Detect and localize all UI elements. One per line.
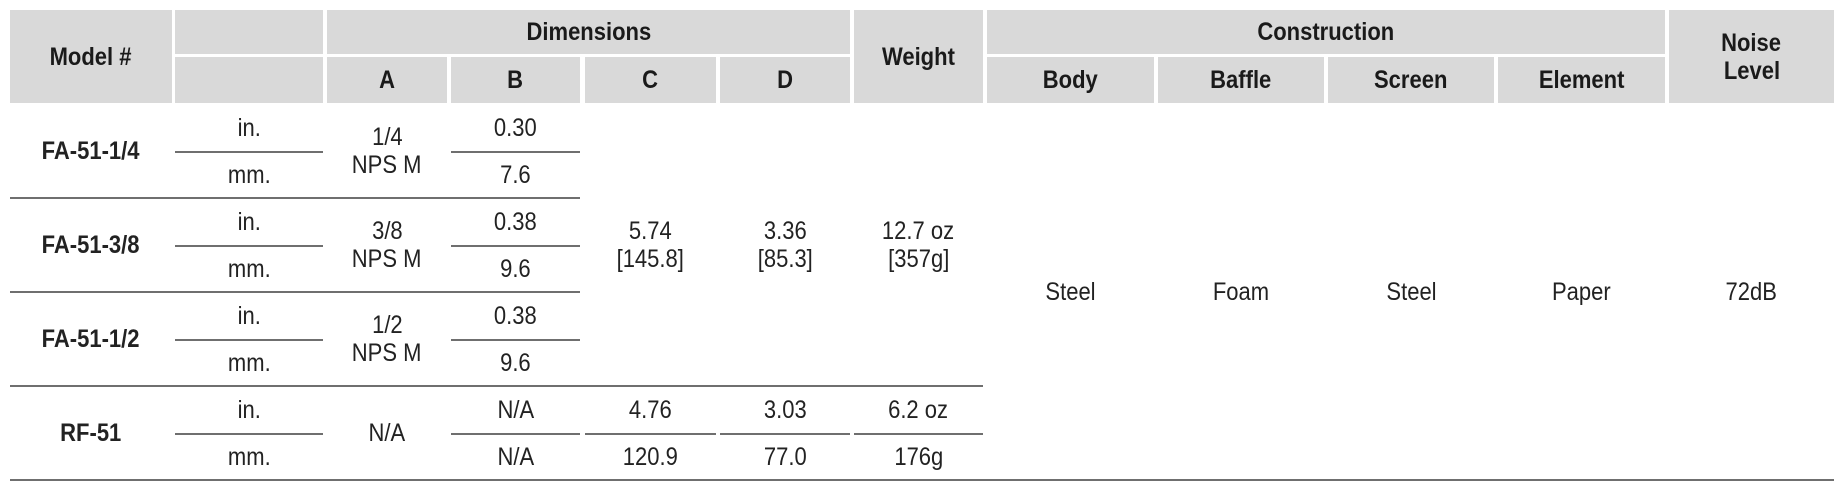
row-divider (451, 339, 580, 341)
row-divider (854, 433, 983, 435)
header-screen: Screen (1328, 57, 1494, 103)
header-model: Model # (10, 10, 172, 103)
unit-in: in. (237, 302, 261, 330)
dim-b-mm: 7.6 (500, 161, 531, 189)
row-divider (175, 339, 323, 341)
row-divider (451, 151, 580, 153)
model-fa-51-1-2: FA-51-1/2 (42, 325, 140, 353)
row-divider (451, 245, 580, 247)
weight-in: 6.2 oz (888, 396, 949, 424)
header-dim-b: B (451, 57, 580, 103)
header-noise-level: Noise Level (1669, 10, 1834, 103)
header-dim-d: D (720, 57, 850, 103)
dim-b-mm: N/A (497, 443, 534, 471)
model-fa-51-1-4: FA-51-1/4 (42, 137, 140, 165)
header-unit-top (175, 10, 323, 54)
group-divider (10, 197, 580, 199)
header-dimensions: Dimensions (327, 10, 850, 54)
table-bottom-rule (10, 479, 1834, 481)
dim-d-fa-value: 3.36 [85.3] (757, 217, 813, 273)
unit-mm: mm. (227, 161, 271, 189)
row-divider (175, 433, 323, 435)
group-divider (10, 291, 580, 293)
construction-baffle: Foam (1212, 278, 1270, 306)
unit-mm: mm. (227, 349, 271, 377)
dim-a-value: 1/4 NPS M (352, 123, 422, 179)
header-construction: Construction (987, 10, 1665, 54)
row-divider (720, 433, 850, 435)
weight-mm: 176g (894, 443, 943, 471)
dim-b-in: 0.30 (494, 114, 537, 142)
dim-b-mm: 9.6 (500, 349, 531, 377)
model-rf-51: RF-51 (60, 419, 122, 447)
dim-b-in: 0.38 (494, 302, 537, 330)
dim-c-in: 4.76 (629, 396, 672, 424)
header-body: Body (987, 57, 1154, 103)
unit-in: in. (237, 208, 261, 236)
header-dim-a: A (327, 57, 447, 103)
group-divider (10, 385, 983, 387)
dim-c-mm: 120.9 (622, 443, 679, 471)
construction-body: Steel (1045, 278, 1096, 306)
header-unit-bottom (175, 57, 323, 103)
dim-b-mm: 9.6 (500, 255, 531, 283)
unit-in: in. (237, 396, 261, 424)
noise-level-value: 72dB (1725, 278, 1778, 306)
construction-element: Paper (1552, 278, 1611, 306)
dim-a-value: N/A (368, 419, 406, 447)
construction-screen: Steel (1385, 278, 1437, 306)
header-dim-c: C (585, 57, 716, 103)
dim-b-in: 0.38 (494, 208, 537, 236)
weight-fa-value: 12.7 oz [357g] (882, 217, 955, 273)
row-divider (175, 151, 323, 153)
dim-b-in: N/A (497, 396, 534, 424)
row-divider (585, 433, 716, 435)
unit-in: in. (237, 114, 261, 142)
dim-d-mm: 77.0 (763, 443, 807, 471)
row-divider (451, 433, 580, 435)
header-baffle: Baffle (1158, 57, 1324, 103)
unit-mm: mm. (227, 255, 271, 283)
header-weight: Weight (854, 10, 983, 103)
dim-d-in: 3.03 (763, 396, 807, 424)
dim-c-fa-value: 5.74 [145.8] (616, 217, 685, 273)
dim-a-value: 1/2 NPS M (352, 311, 422, 367)
model-fa-51-3-8: FA-51-3/8 (42, 231, 140, 259)
unit-mm: mm. (227, 443, 271, 471)
dim-a-value: 3/8 NPS M (352, 217, 422, 273)
header-element: Element (1498, 57, 1665, 103)
row-divider (175, 245, 323, 247)
